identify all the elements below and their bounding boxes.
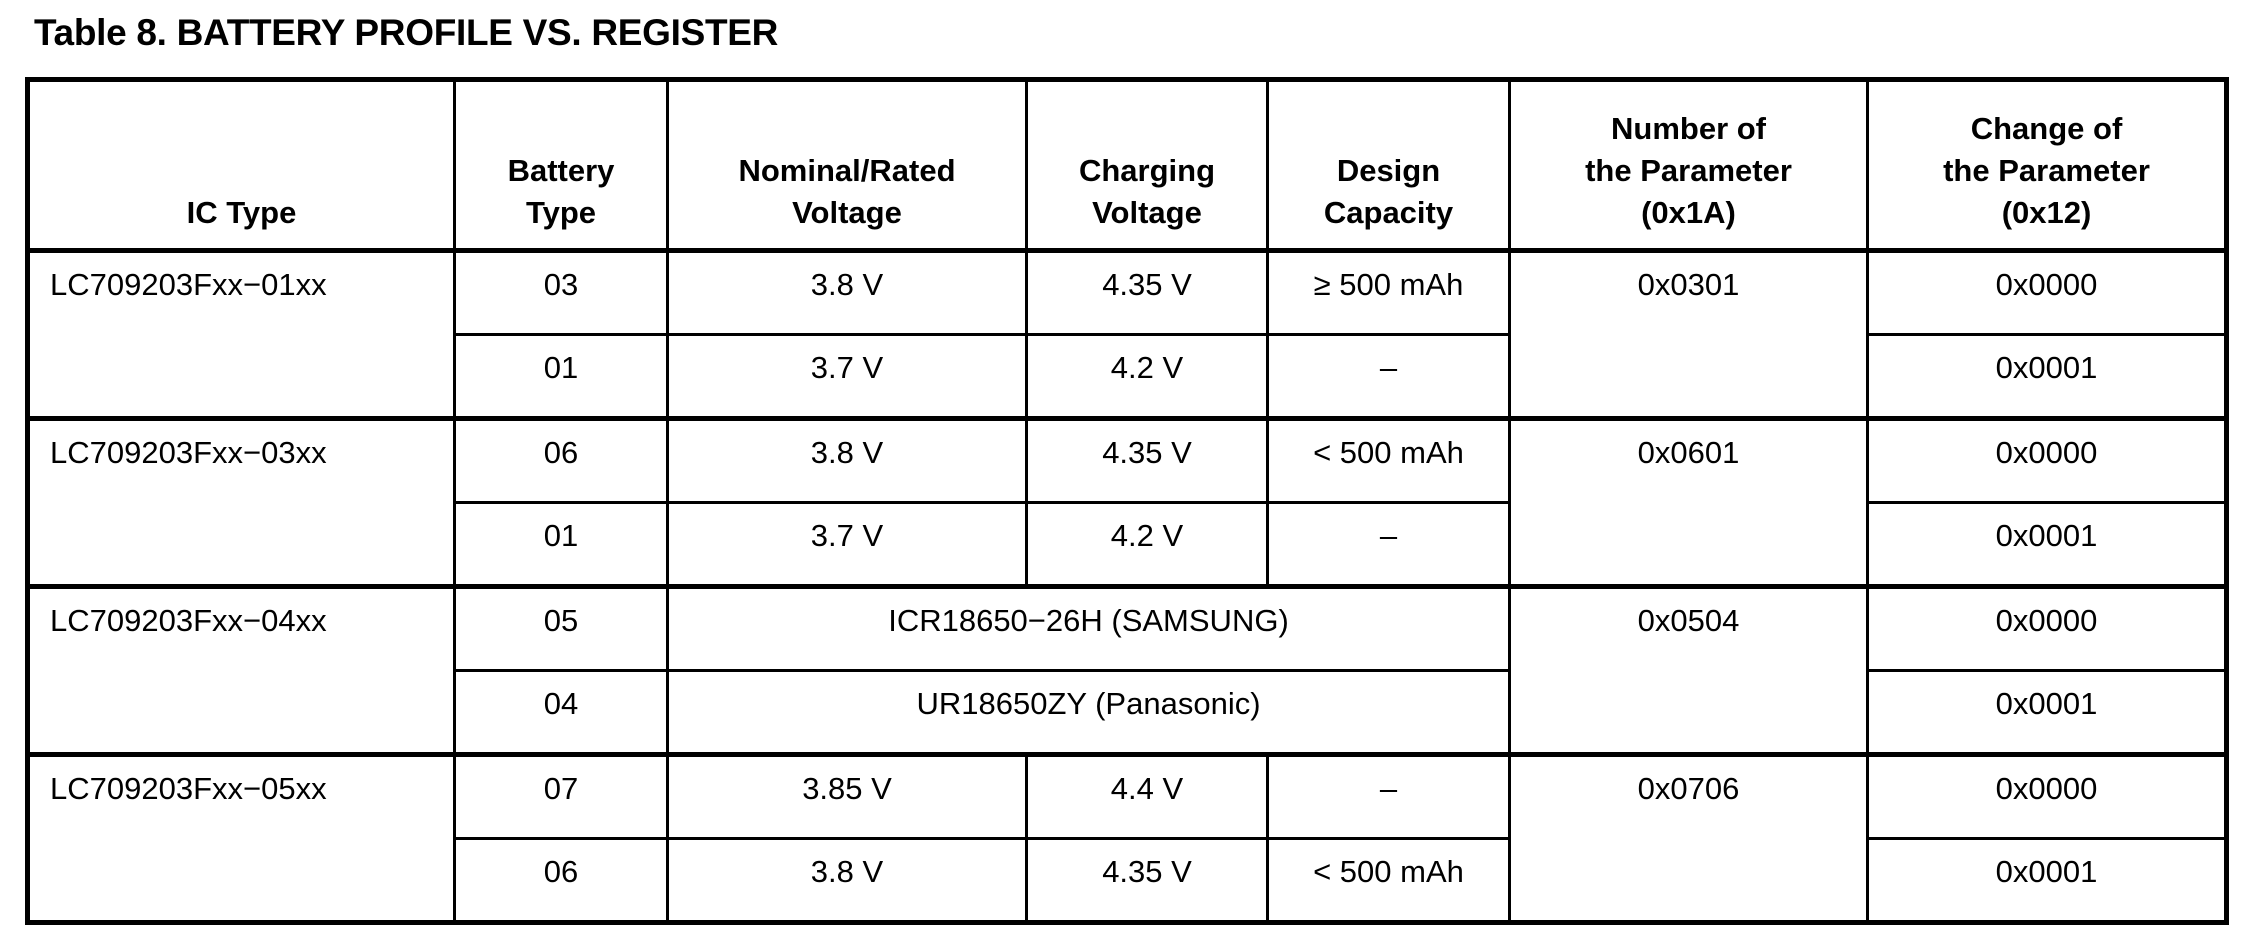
column-header-design-capacity: Design Capacity xyxy=(1266,78,1511,253)
design-capacity-cell: – xyxy=(1266,752,1511,840)
battery-type-cell: 07 xyxy=(453,752,669,840)
design-capacity-cell: < 500 mAh xyxy=(1266,416,1511,504)
ic-type-cell: LC709203Fxx−03xx xyxy=(26,416,456,588)
table-row: 01 3.7 V 4.2 V – 0x0001 xyxy=(28,333,2228,420)
column-header-battery-type: Battery Type xyxy=(453,78,669,253)
battery-type-cell: 01 xyxy=(453,333,669,420)
parameter-number-cell: 0x0706 xyxy=(1508,752,1869,924)
charging-voltage-cell: 4.35 V xyxy=(1025,416,1269,504)
table-row: LC709203Fxx−01xx 03 3.8 V 4.35 V ≥ 500 mAh 0x… xyxy=(26,249,2228,420)
battery-type-cell: 03 xyxy=(453,249,669,336)
column-header-parameter-change: Change of the Parameter (0x12) xyxy=(1866,78,2228,253)
nominal-voltage-cell: 3.85 V xyxy=(666,752,1028,840)
parameter-number-cell: 0x0601 xyxy=(1508,416,1869,588)
parameter-change-cell: 0x0000 xyxy=(1866,752,2228,840)
battery-type-cell: 06 xyxy=(453,416,669,504)
charging-voltage-cell: 4.4 V xyxy=(1025,752,1269,840)
parameter-change-cell: 0x0000 xyxy=(1866,416,2228,504)
table-row: LC709203Fxx−04xx 05 ICR18650−26H (SAMSUNG)… xyxy=(26,584,2228,756)
table-row: LC709203Fxx−05xx 07 3.85 V 4.4 V –0x0706 0x00… xyxy=(26,752,2228,924)
charging-voltage-cell: 4.2 V xyxy=(1025,501,1269,588)
battery-model-cell: UR18650ZY (Panasonic) xyxy=(666,669,1511,756)
table-title: Table 8. BATTERY PROFILE VS. REGISTER xyxy=(34,12,779,53)
table-row: 01 3.7 V 4.2 V – 0x0001 xyxy=(28,501,2228,588)
table-row: LC709203Fxx−03xx 06 3.8 V 4.35 V < 500 mAh 0x… xyxy=(26,416,2228,588)
column-header-ic-type: IC Type xyxy=(26,78,456,253)
ic-type-cell: LC709203Fxx−05xx xyxy=(26,752,456,924)
design-capacity-cell: ≥ 500 mAh xyxy=(1266,249,1511,336)
nominal-voltage-cell: 3.8 V xyxy=(666,249,1028,336)
parameter-number-cell: 0x0301 xyxy=(1508,249,1869,420)
battery-type-cell: 04 xyxy=(453,669,669,756)
parameter-change-cell: 0x0000 xyxy=(1866,584,2228,672)
table-row: 04 UR18650ZY (Panasonic) 0x0001 xyxy=(28,669,2228,756)
parameter-change-cell: 0x0001 xyxy=(1866,333,2228,420)
design-capacity-cell: < 500 mAh xyxy=(1266,837,1511,924)
design-capacity-cell: – xyxy=(1266,333,1511,420)
battery-profile-table: IC Type Battery Type Nominal/Rated Voltage… xyxy=(25,77,2229,925)
battery-type-cell: 06 xyxy=(453,837,669,924)
column-header-parameter-number: Number of the Parameter (0x1A) xyxy=(1508,78,1869,253)
battery-type-cell: 05 xyxy=(453,584,669,672)
ic-type-cell: LC709203Fxx−01xx xyxy=(26,249,456,420)
charging-voltage-cell: 4.35 V xyxy=(1025,249,1269,336)
nominal-voltage-cell: 3.7 V xyxy=(666,333,1028,420)
nominal-voltage-cell: 3.7 V xyxy=(666,501,1028,588)
parameter-change-cell: 0x0001 xyxy=(1866,669,2228,756)
battery-model-cell: ICR18650−26H (SAMSUNG) xyxy=(666,584,1511,672)
column-header-nominal-voltage: Nominal/Rated Voltage xyxy=(666,78,1028,253)
column-header-charging-voltage: Charging Voltage xyxy=(1025,78,1269,253)
ic-type-cell: LC709203Fxx−04xx xyxy=(26,584,456,756)
nominal-voltage-cell: 3.8 V xyxy=(666,837,1028,924)
battery-type-cell: 01 xyxy=(453,501,669,588)
parameter-change-cell: 0x0001 xyxy=(1866,501,2228,588)
charging-voltage-cell: 4.2 V xyxy=(1025,333,1269,420)
parameter-change-cell: 0x0001 xyxy=(1866,837,2228,924)
header-row: IC Type Battery Type Nominal/Rated Voltage… xyxy=(26,78,2228,253)
parameter-change-cell: 0x0000 xyxy=(1866,249,2228,336)
nominal-voltage-cell: 3.8 V xyxy=(666,416,1028,504)
charging-voltage-cell: 4.35 V xyxy=(1025,837,1269,924)
parameter-number-cell: 0x0504 xyxy=(1508,584,1869,756)
design-capacity-cell: – xyxy=(1266,501,1511,588)
